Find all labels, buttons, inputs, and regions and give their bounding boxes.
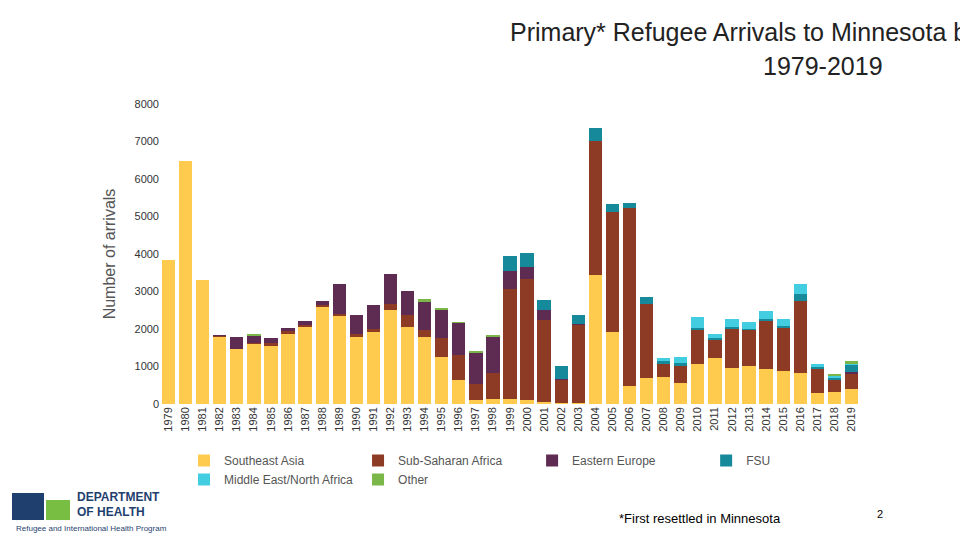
- svg-text:1997: 1997: [469, 407, 481, 431]
- svg-text:1000: 1000: [135, 360, 159, 372]
- svg-text:2: 2: [877, 508, 883, 520]
- svg-text:0: 0: [153, 398, 159, 410]
- svg-text:Southeast Asia: Southeast Asia: [224, 454, 304, 468]
- svg-text:Sub-Saharan Africa: Sub-Saharan Africa: [398, 454, 502, 468]
- svg-text:2003: 2003: [572, 407, 584, 431]
- svg-text:1988: 1988: [316, 407, 328, 431]
- svg-text:1986: 1986: [282, 407, 294, 431]
- svg-text:1987: 1987: [299, 407, 311, 431]
- svg-text:2018: 2018: [828, 407, 840, 431]
- svg-text:2013: 2013: [743, 407, 755, 431]
- svg-text:1996: 1996: [452, 407, 464, 431]
- svg-text:2001: 2001: [538, 407, 550, 431]
- svg-text:2000: 2000: [135, 323, 159, 335]
- svg-text:Number of arrivals: Number of arrivals: [101, 189, 118, 320]
- svg-text:1990: 1990: [350, 407, 362, 431]
- svg-text:1979-2019: 1979-2019: [763, 52, 883, 80]
- svg-text:*First resettled in Minnesota: *First resettled in Minnesota: [619, 511, 781, 526]
- svg-text:Refugee and International Heal: Refugee and International Health Program: [16, 524, 167, 533]
- svg-text:1994: 1994: [418, 407, 430, 431]
- svg-text:Primary* Refugee Arrivals to M: Primary* Refugee Arrivals to Minnesota b…: [510, 18, 960, 46]
- svg-text:Eastern Europe: Eastern Europe: [572, 454, 656, 468]
- svg-text:1983: 1983: [230, 407, 242, 431]
- svg-text:2000: 2000: [521, 407, 533, 431]
- svg-text:2011: 2011: [708, 407, 720, 431]
- svg-text:FSU: FSU: [746, 454, 770, 468]
- svg-text:Other: Other: [398, 473, 428, 487]
- svg-text:1999: 1999: [504, 407, 516, 431]
- svg-text:1980: 1980: [179, 407, 191, 431]
- svg-text:2012: 2012: [726, 407, 738, 431]
- svg-text:1992: 1992: [384, 407, 396, 431]
- svg-text:7000: 7000: [135, 135, 159, 147]
- svg-text:4000: 4000: [135, 248, 159, 260]
- svg-text:2004: 2004: [589, 407, 601, 431]
- svg-text:1985: 1985: [265, 407, 277, 431]
- svg-text:6000: 6000: [135, 173, 159, 185]
- svg-text:2007: 2007: [640, 407, 652, 431]
- svg-text:2014: 2014: [760, 407, 772, 431]
- svg-text:DEPARTMENT: DEPARTMENT: [77, 490, 160, 504]
- svg-text:1982: 1982: [213, 407, 225, 431]
- svg-text:2009: 2009: [674, 407, 686, 431]
- svg-text:2006: 2006: [623, 407, 635, 431]
- svg-text:2008: 2008: [657, 407, 669, 431]
- svg-text:1991: 1991: [367, 407, 379, 431]
- svg-text:3000: 3000: [135, 285, 159, 297]
- svg-text:5000: 5000: [135, 210, 159, 222]
- svg-text:1993: 1993: [401, 407, 413, 431]
- svg-text:Middle East/North Africa: Middle East/North Africa: [224, 473, 353, 487]
- svg-text:1989: 1989: [333, 407, 345, 431]
- svg-text:2019: 2019: [845, 407, 857, 431]
- svg-text:1995: 1995: [435, 407, 447, 431]
- svg-text:1984: 1984: [247, 407, 259, 431]
- svg-text:2002: 2002: [555, 407, 567, 431]
- svg-text:2010: 2010: [691, 407, 703, 431]
- svg-text:2017: 2017: [811, 407, 823, 431]
- svg-text:2015: 2015: [777, 407, 789, 431]
- svg-text:2016: 2016: [794, 407, 806, 431]
- svg-text:1981: 1981: [196, 407, 208, 431]
- svg-text:8000: 8000: [135, 98, 159, 110]
- svg-text:OF HEALTH: OF HEALTH: [77, 505, 145, 519]
- svg-text:2005: 2005: [606, 407, 618, 431]
- svg-text:1979: 1979: [162, 407, 174, 431]
- svg-text:1998: 1998: [487, 407, 499, 431]
